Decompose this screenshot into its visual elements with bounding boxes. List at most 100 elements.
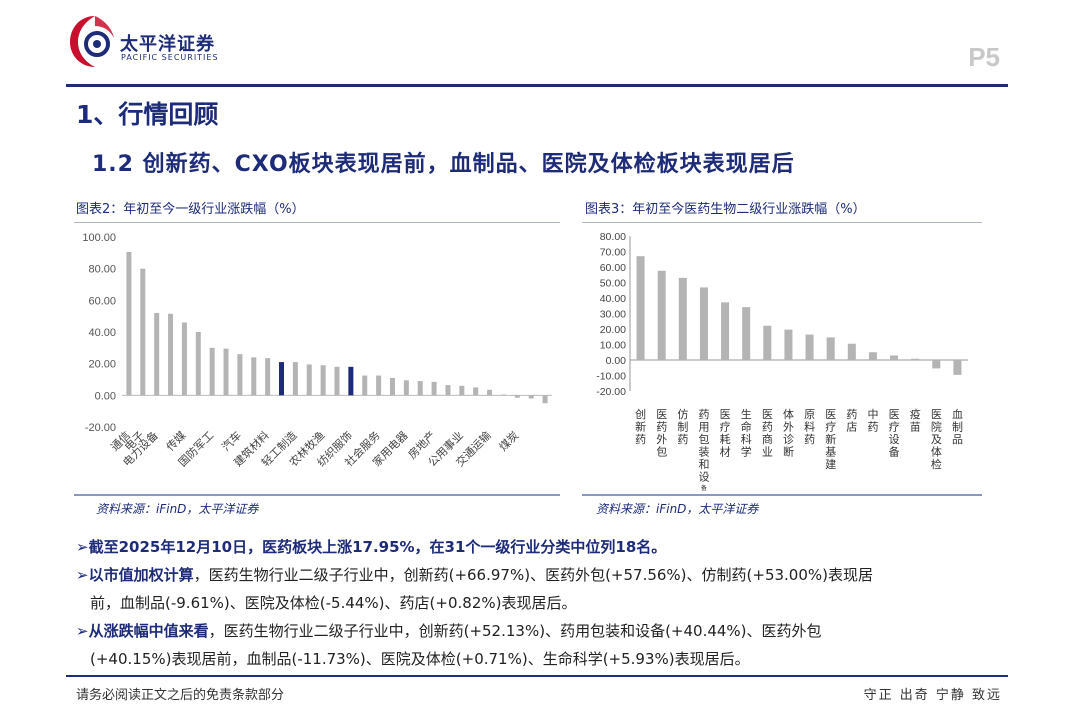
y-tick-label: 10.00 [600,340,626,352]
footer-disclaimer: 请务必阅读正文之后的免责条款部分 [76,688,285,703]
bar [362,375,368,396]
x-tick-char: 疗 [889,420,900,434]
x-tick-char: 装 [698,446,709,459]
x-tick-char: 备 [889,445,900,459]
x-tick-char: 设 [889,433,900,446]
x-tick-label: 医疗耗材 [720,408,731,459]
bar [168,313,174,396]
x-tick-char: 药 [635,433,646,446]
x-tick-char: 诊 [783,432,794,446]
bar [721,302,730,360]
x-tick-label: 医药外包 [656,408,667,459]
bar [805,334,814,360]
bullet-median: ➢从涨跌幅中值来看，医药生物行业二级子行业中，创新药(+52.13%)、药用包装… [76,617,1016,673]
x-tick-char: 仿 [677,408,688,421]
x-tick-char: 医 [656,408,667,421]
y-tick-label: 40.00 [88,327,116,339]
x-tick-char: 创 [635,408,646,421]
y-tick-label: -10.00 [596,371,626,383]
y-tick-label: 100.00 [82,232,116,244]
y-tick-label: 60.00 [600,262,626,274]
bar [636,256,645,360]
x-tick-char: 新 [825,432,836,446]
bar [514,395,520,398]
x-tick-label: 生命科学 [741,407,752,459]
bar [140,268,146,396]
x-tick-char: 命 [741,420,752,434]
bar [890,355,899,360]
x-tick-char: 断 [783,445,794,459]
x-tick-char: 医 [825,408,836,421]
x-tick-label: 血制品 [952,407,963,446]
bar [154,313,160,396]
y-tick-label: 20.00 [88,359,116,371]
x-tick-label: 医疗设备 [889,408,900,459]
x-tick-char: 业 [762,446,773,459]
brand-name-cn: 太平洋证券 [120,34,215,55]
bar [826,337,835,360]
figure3-source: 资料来源：iFinD，太平洋证券 [596,502,759,516]
bar [320,365,326,396]
x-tick-char: 用 [698,421,709,434]
bar [487,389,493,396]
figure2-caption-divider [74,222,560,223]
company-logo-icon [70,16,114,67]
x-tick-label: 疫苗 [910,407,921,434]
bullet-highlight: 截至2025年12月10日，医药板块上涨17.95%，在31个一级行业分类中位列… [88,538,667,556]
x-tick-char: 基 [825,446,836,459]
x-tick-char: 及 [931,433,942,446]
x-tick-char: 品 [952,433,963,446]
x-tick-char: 苗 [910,421,921,434]
x-tick-char: 耗 [720,433,731,446]
bar [784,329,793,360]
footer-motto: 守正 出奇 宁静 致远 [863,688,1002,703]
bar [237,354,243,396]
x-tick-char: 商 [762,432,773,446]
x-tick-label: 药用包装和设备 [698,408,709,492]
bullet-highlight: 从涨跌幅中值来看 [88,622,209,640]
bullet-weighted: ➢以市值加权计算，医药生物行业二级子行业中，创新药(+66.97%)、医药外包(… [76,561,1016,617]
y-tick-label: 30.00 [600,309,626,321]
x-tick-char: 原 [804,408,815,421]
section-title: 1、行情回顾 [76,100,219,129]
x-tick-char: 药 [656,421,667,434]
bar [195,332,201,396]
x-tick-char: 外 [656,433,667,446]
x-tick-char: 材 [720,445,731,459]
page-number: P5 [968,42,1000,72]
bar [251,357,257,396]
x-tick-label: 体外诊断 [783,407,794,459]
x-tick-char: 中 [867,408,878,421]
footer-divider [66,675,1008,677]
x-tick-char: 检 [931,457,942,471]
x-tick-char: 医 [889,408,900,421]
figure2-caption: 图表2：年初至今一级行业涨跌幅（%） [76,202,305,217]
x-tick-label: 药店 [846,408,857,434]
bullet-text-cont: (+40.15%)表现居前，血制品(-11.73%)、医院及体检(+0.71%)… [90,650,750,668]
y-tick-label: -20.00 [85,422,116,434]
bar [500,394,506,396]
x-tick-char: 学 [741,445,752,459]
x-tick-label: 仿制药 [677,408,688,446]
x-tick-char: 疫 [910,407,921,421]
bar [657,270,666,360]
x-tick-char: 包 [656,446,667,459]
x-tick-char: 药 [698,408,709,421]
bar [181,322,187,396]
bar [348,366,354,396]
x-tick-char: 店 [846,420,857,434]
x-tick-char: 医 [720,408,731,421]
y-tick-label: 80.00 [600,231,626,243]
bar [459,385,465,396]
bar [376,375,382,396]
x-tick-char: 药 [677,433,688,446]
bullet-text-cont: 前，血制品(-9.61%)、医院及体检(-5.44%)、药店(+0.82%)表现… [90,594,577,612]
bar [847,343,856,360]
arrow-icon: ➢ [76,622,89,640]
bar [932,360,941,369]
x-tick-char: 备 [701,484,707,492]
bar [403,380,409,396]
x-tick-char: 体 [931,445,942,459]
